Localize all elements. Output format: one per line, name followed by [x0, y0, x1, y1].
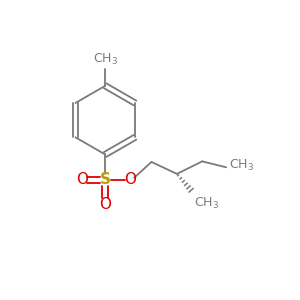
- Text: O: O: [99, 197, 111, 212]
- Text: CH$_3$: CH$_3$: [229, 158, 254, 173]
- Text: O: O: [124, 172, 136, 188]
- Text: CH$_3$: CH$_3$: [93, 52, 118, 67]
- Text: O: O: [76, 172, 88, 188]
- Text: CH$_3$: CH$_3$: [194, 196, 219, 211]
- Text: S: S: [100, 172, 111, 188]
